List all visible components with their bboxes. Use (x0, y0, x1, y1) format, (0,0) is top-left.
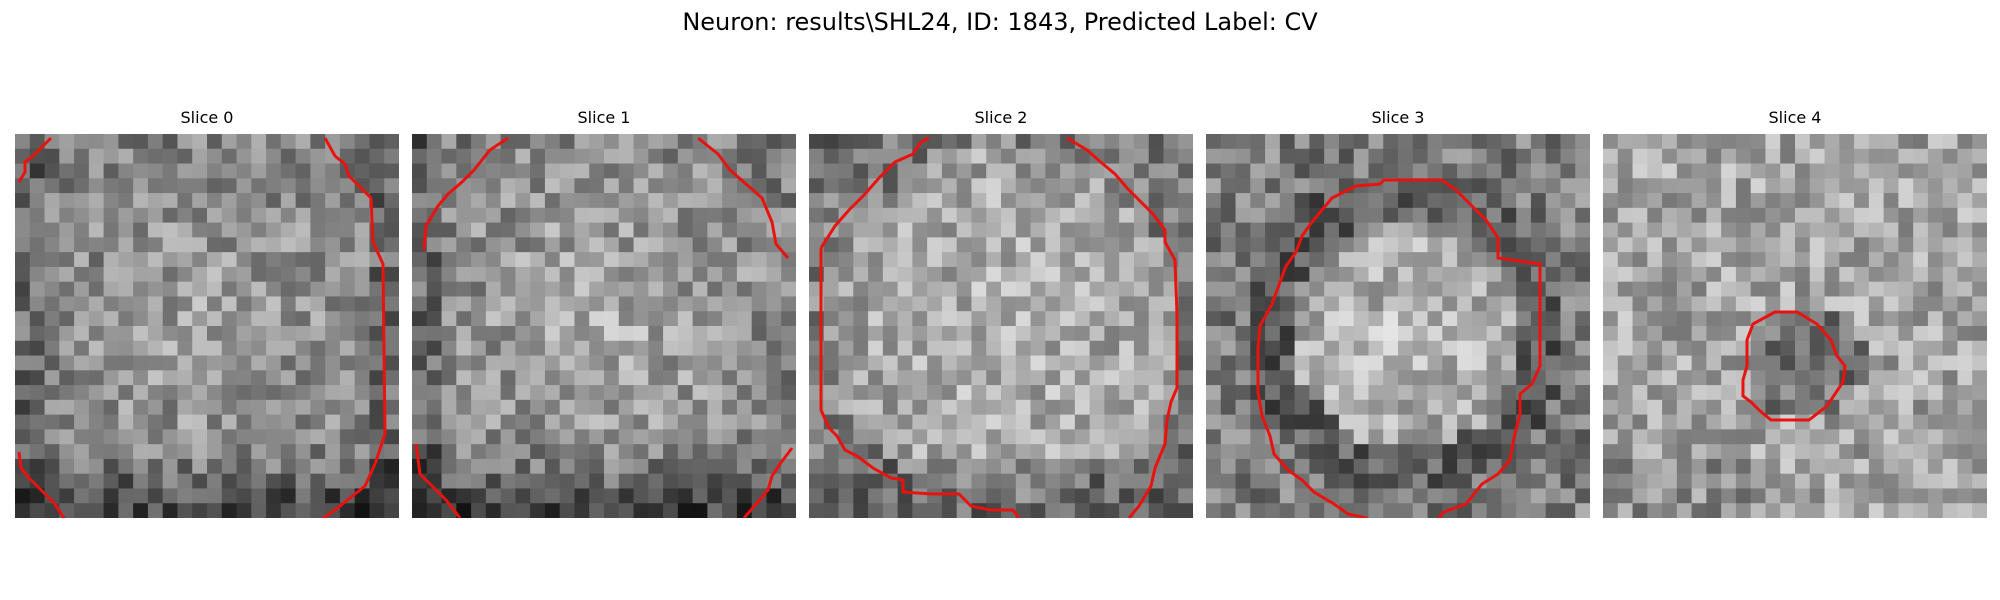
slice-image-4 (1603, 134, 1987, 518)
contour-line (17, 451, 66, 518)
slice-panel-2: Slice 2 (809, 108, 1193, 518)
slice-image-3 (1206, 134, 1590, 518)
contour-line (422, 136, 509, 251)
slice-image-0 (15, 134, 399, 518)
contour-overlay-3 (1256, 178, 1542, 518)
contour-overlay-2 (819, 136, 1179, 518)
slice-panel-1: Slice 1 (412, 108, 796, 518)
contour-line (1741, 310, 1847, 422)
slice-title-4: Slice 4 (1768, 108, 1822, 127)
contour-line (819, 136, 930, 249)
contour-line (1256, 178, 1542, 518)
slice-panel-0: Slice 0 (15, 108, 399, 518)
contour-line (321, 137, 387, 518)
slice-title-2: Slice 2 (974, 108, 1028, 127)
contour-line (819, 248, 1021, 518)
contour-line (1066, 136, 1179, 518)
slice-title-3: Slice 3 (1371, 108, 1425, 127)
figure-title: Neuron: results\SHL24, ID: 1843, Predict… (682, 8, 1318, 36)
slice-panel-3: Slice 3 (1206, 108, 1590, 518)
slice-image-2 (809, 134, 1193, 518)
contour-line (17, 136, 53, 183)
slice-image-1 (412, 134, 796, 518)
contour-overlay-4 (1741, 310, 1847, 422)
slice-title-1: Slice 1 (577, 108, 631, 127)
contour-line (414, 443, 462, 518)
contour-line (697, 136, 790, 259)
contour-overlay-1 (414, 136, 794, 518)
contour-line (742, 447, 794, 518)
slice-panel-4: Slice 4 (1603, 108, 1987, 518)
contour-overlay-0 (17, 136, 387, 518)
slice-title-0: Slice 0 (180, 108, 234, 127)
